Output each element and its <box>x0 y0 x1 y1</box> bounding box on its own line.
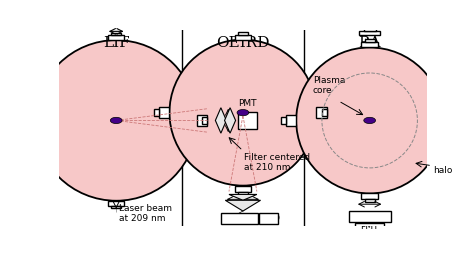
Bar <box>286 115 296 126</box>
Bar <box>111 206 121 208</box>
Bar <box>361 194 378 199</box>
Bar <box>367 16 372 20</box>
Bar <box>159 107 169 118</box>
Text: LIF: LIF <box>103 36 129 50</box>
Text: halo: halo <box>434 166 453 176</box>
Bar <box>365 199 375 202</box>
Text: Spectro: Spectro <box>222 214 256 223</box>
Bar <box>108 201 125 206</box>
Bar <box>348 211 391 222</box>
Bar <box>235 35 251 40</box>
Bar <box>356 223 384 231</box>
Bar <box>20 117 25 124</box>
Text: PMT: PMT <box>360 223 379 231</box>
Text: OEIRD: OEIRD <box>216 36 270 50</box>
Ellipse shape <box>169 40 317 186</box>
Polygon shape <box>225 200 261 211</box>
Bar <box>238 112 256 129</box>
Bar <box>259 213 278 224</box>
Bar <box>238 32 248 35</box>
Bar <box>316 107 327 118</box>
Polygon shape <box>229 194 257 200</box>
Circle shape <box>110 117 122 124</box>
Text: PMT: PMT <box>238 99 256 108</box>
Bar <box>321 109 327 116</box>
Text: ICCD: ICCD <box>258 214 280 223</box>
Bar <box>238 193 248 196</box>
Circle shape <box>364 117 375 124</box>
Bar <box>359 31 380 35</box>
Text: Filter centered
at 210 nm: Filter centered at 210 nm <box>244 153 310 172</box>
Bar <box>366 20 374 28</box>
Bar <box>365 39 375 42</box>
Ellipse shape <box>36 40 197 201</box>
Bar <box>197 115 207 126</box>
Text: Lamp: Lamp <box>0 253 1 254</box>
Bar <box>108 35 125 40</box>
Bar <box>154 109 159 116</box>
Polygon shape <box>215 108 227 133</box>
Bar <box>221 213 258 224</box>
Bar <box>25 115 36 126</box>
Ellipse shape <box>296 47 443 194</box>
Bar <box>281 117 286 124</box>
Text: RA: RA <box>358 36 381 50</box>
Polygon shape <box>225 108 236 133</box>
Text: Laser beam
at 209 nm: Laser beam at 209 nm <box>119 203 172 223</box>
Bar <box>361 42 378 47</box>
Text: Spectro: Spectro <box>352 212 387 221</box>
Circle shape <box>237 109 249 116</box>
Bar <box>202 117 207 124</box>
Bar <box>443 115 454 126</box>
Bar <box>111 33 121 35</box>
Bar <box>235 186 251 193</box>
Text: Plasma
core: Plasma core <box>313 76 345 95</box>
Bar <box>448 117 454 124</box>
Bar <box>364 28 375 31</box>
